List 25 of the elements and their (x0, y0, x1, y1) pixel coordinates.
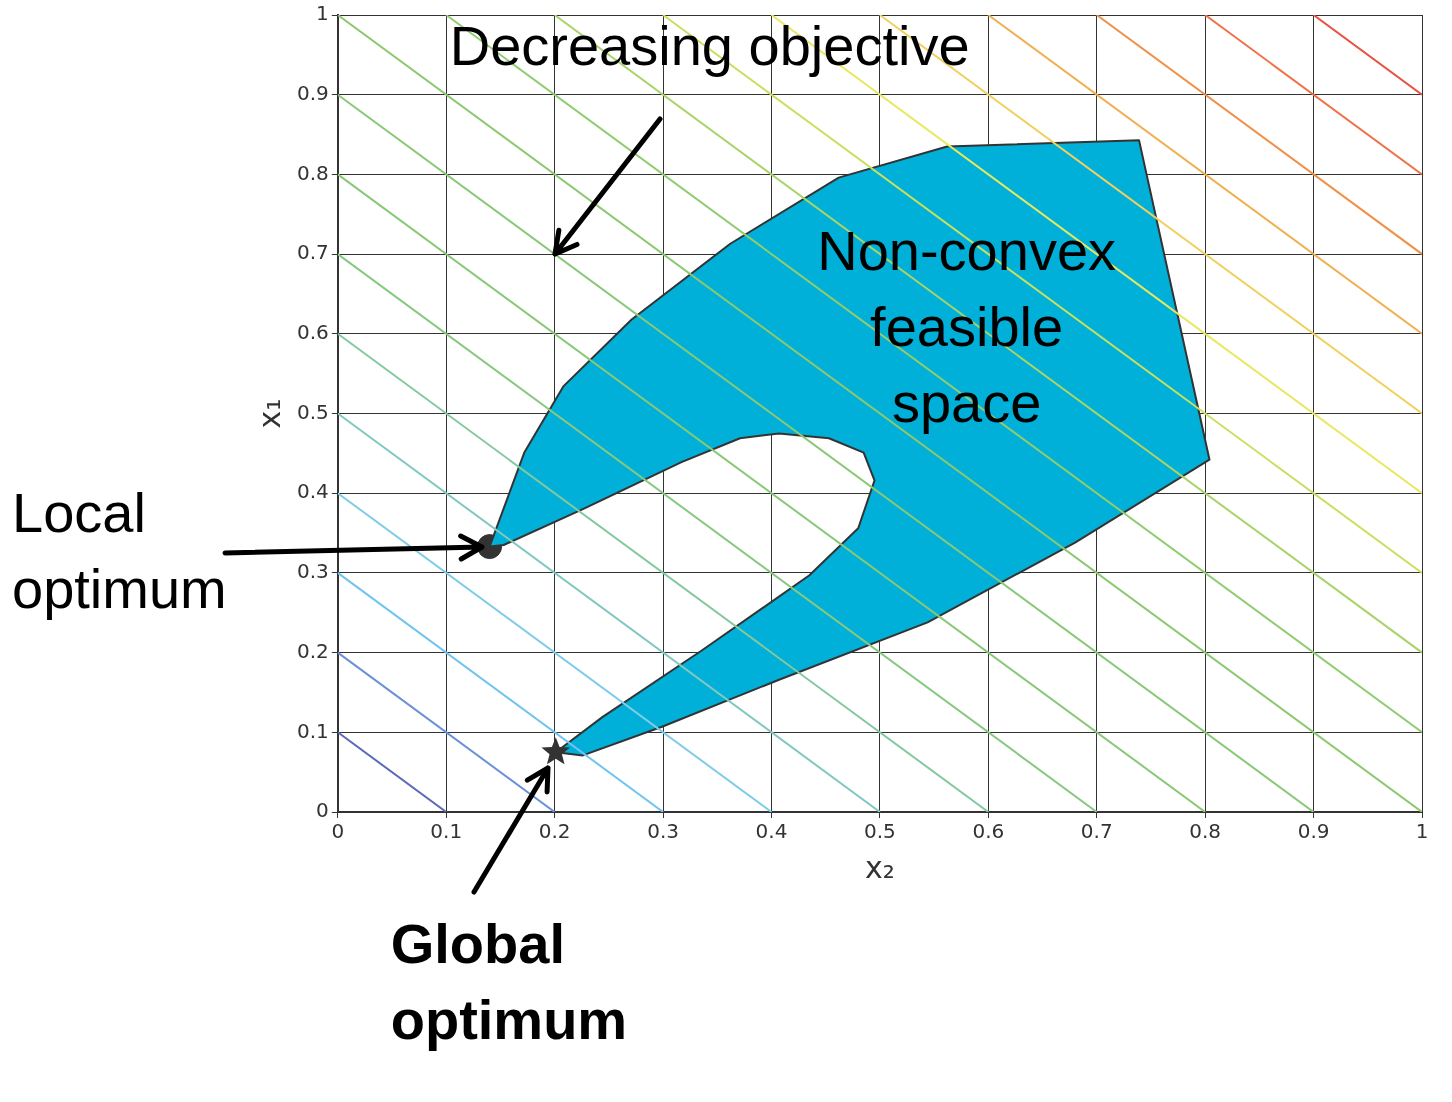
x-tick-label: 0.3 (647, 819, 679, 844)
x-tick-label: 0.9 (1297, 819, 1330, 844)
x-tick-label: 0.2 (538, 819, 571, 844)
y-tick-label: 0.3 (296, 559, 329, 584)
y-tick-label: 0 (316, 798, 329, 823)
y-tick-label: 0.6 (296, 320, 329, 344)
x-tick-label: 0.8 (1189, 819, 1222, 844)
y-tick-label: 0.1 (296, 718, 329, 743)
y-axis-title: x₁ (251, 398, 287, 429)
x-tick-label: 0.4 (755, 819, 788, 844)
y-tick-label: 0.7 (296, 240, 329, 265)
x-tick-label: 0.6 (972, 819, 1005, 844)
x-tick-label: 0.7 (1080, 819, 1113, 844)
y-tick-label: 0.4 (296, 479, 329, 504)
y-tick-label: 0.2 (296, 638, 329, 663)
annotation: Local optimum (12, 481, 227, 621)
annotation: Global optimum (390, 911, 628, 1051)
y-tick-label: 0.5 (296, 399, 329, 424)
x-axis-title: x₂ (865, 849, 895, 885)
x-tick-label: 0.1 (430, 819, 463, 844)
y-tick-label: 0.8 (296, 160, 329, 185)
x-tick-label: 1 (1415, 819, 1429, 844)
y-tick-label: 0.9 (296, 80, 329, 105)
x-tick-label: 0.5 (864, 819, 896, 844)
y-tick-label: 1 (316, 1, 329, 26)
